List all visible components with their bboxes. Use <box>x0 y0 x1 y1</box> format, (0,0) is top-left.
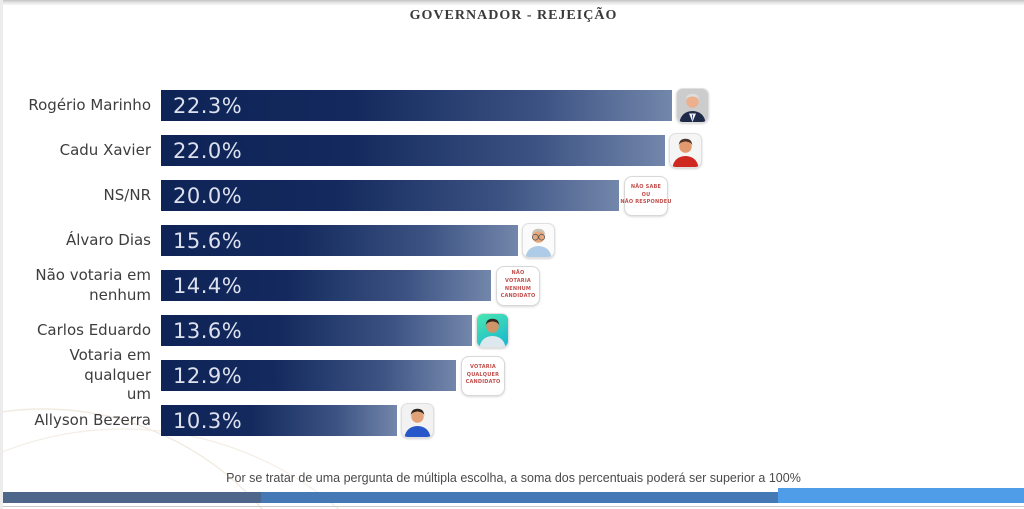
sticker-ns-nr: NÃO SABE OU NÃO RESPONDEU <box>620 175 671 216</box>
avatar-alvaro-dias <box>522 223 555 258</box>
bar-wrap: 14.4% NÃO VOTARIA NENHUM CANDIDATO <box>161 265 1024 306</box>
sticker-text-line: QUALQUER <box>466 371 500 378</box>
chart-rows: Rogério Marinho 22.3% Cadu Xavier 22.0% … <box>3 88 1024 438</box>
sticker-text-line: NÃO SABE <box>630 183 662 190</box>
chart-row: Álvaro Dias 15.6% <box>3 223 1024 258</box>
value-label: 22.3% <box>173 93 243 118</box>
sticker-text-line: NÃO RESPONDEU <box>620 199 672 206</box>
top-gray-strip <box>3 0 1024 5</box>
bottom-border-line <box>3 506 1024 507</box>
strip-segment-middle <box>261 492 778 503</box>
chart-row: Não votaria em nenhum 14.4% NÃO VOTARIA NEN… <box>3 265 1024 306</box>
avatar-rogerio-marinho <box>676 88 709 123</box>
bar: 20.0% <box>161 180 619 211</box>
bar-wrap: 20.0% NÃO SABE OU NÃO RESPONDEU <box>161 175 1024 216</box>
bar: 13.6% <box>161 315 472 346</box>
bar-wrap: 22.3% <box>161 86 1024 126</box>
value-label: 15.6% <box>173 228 243 253</box>
sticker-text-line: NÃO <box>511 270 525 276</box>
bar: 10.3% <box>161 405 397 436</box>
sticker-text-line: VOTARIA <box>505 277 531 284</box>
bar-chart: Rogério Marinho 22.3% Cadu Xavier 22.0% … <box>3 88 1024 450</box>
category-label: NS/NR <box>103 185 151 204</box>
bar-wrap: 22.0% <box>161 131 1024 171</box>
watermark-arcs <box>3 408 340 509</box>
sticker-text-line: VOTARIA <box>470 363 496 370</box>
strip-segment-left <box>3 492 261 503</box>
sticker-nao-votaria-nenhum: NÃO VOTARIA NENHUM CANDIDATO <box>496 265 540 306</box>
avatar-carlos-eduardo <box>476 313 509 348</box>
category-label: Allyson Bezerra <box>34 410 151 429</box>
category-label: Cadu Xavier <box>59 140 151 159</box>
bar-wrap: 13.6% <box>161 311 1024 351</box>
category-label: Rogério Marinho <box>28 95 151 114</box>
sticker-text-line: NENHUM <box>504 285 532 292</box>
sticker-votaria-qualquer: VOTARIA QUALQUER CANDIDATO <box>461 355 505 396</box>
bar: 22.3% <box>161 90 672 121</box>
sticker-text-line: CANDIDATO <box>500 293 536 300</box>
value-label: 12.9% <box>173 363 243 388</box>
bar-wrap: 10.3% <box>161 401 1024 441</box>
category-label: Carlos Eduardo <box>36 320 151 339</box>
value-label: 14.4% <box>173 273 243 298</box>
chart-row: Carlos Eduardo 13.6% <box>3 313 1024 348</box>
bar: 22.0% <box>161 135 665 166</box>
sticker-text-line: OU <box>641 191 651 198</box>
footer-note: Por se tratar de uma pergunta de múltipl… <box>226 471 801 485</box>
category-label: Votaria em qualquer um <box>69 346 151 404</box>
chart-row: Votaria em qualquer um 12.9% VOTARIA QUALQ… <box>3 346 1024 403</box>
bottom-strip <box>3 488 1024 503</box>
bar-wrap: 15.6% <box>161 221 1024 261</box>
chart-row: NS/NR 20.0% NÃO SABE OU NÃO RESPONDEU <box>3 175 1024 216</box>
bar-wrap: 12.9% VOTARIA QUALQUER CANDIDATO <box>161 355 1024 396</box>
bar: 14.4% <box>161 270 491 301</box>
strip-segment-right <box>778 488 1024 503</box>
value-label: 20.0% <box>173 183 243 208</box>
value-label: 22.0% <box>173 138 243 163</box>
chart-row: Cadu Xavier 22.0% <box>3 133 1024 168</box>
value-label: 13.6% <box>173 318 243 343</box>
bar: 12.9% <box>161 360 456 391</box>
chart-row: Rogério Marinho 22.3% <box>3 88 1024 123</box>
category-label: Álvaro Dias <box>65 230 151 249</box>
avatar-cadu-xavier <box>669 133 702 168</box>
avatar-allyson-bezerra <box>401 403 434 438</box>
category-label: Não votaria em nenhum <box>35 266 151 304</box>
value-label: 10.3% <box>173 408 243 433</box>
chart-title: GOVERNADOR - REJEIÇÃO <box>409 8 618 23</box>
sticker-text-line: CANDIDATO <box>465 379 501 386</box>
bar: 15.6% <box>161 225 518 256</box>
chart-row: Allyson Bezerra 10.3% <box>3 403 1024 438</box>
